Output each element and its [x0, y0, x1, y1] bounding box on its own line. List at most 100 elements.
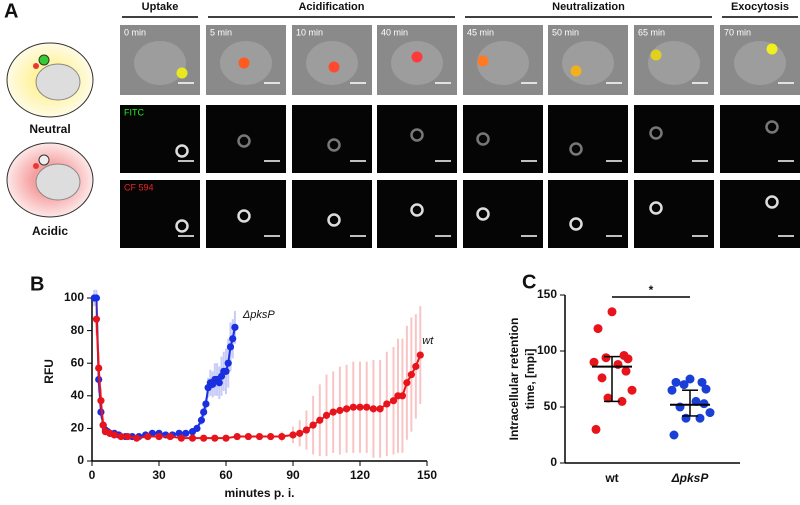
data-point [316, 416, 324, 424]
data-point [356, 403, 364, 411]
data-point [389, 397, 398, 405]
x-tick-label: 90 [286, 468, 300, 482]
conidium [765, 120, 779, 134]
data-point [296, 429, 304, 437]
state-label: Neutral [29, 122, 70, 136]
data-point [255, 432, 264, 441]
time-label: 65 min [638, 27, 665, 37]
conidium [410, 203, 424, 217]
data-point [617, 396, 627, 406]
data-point [591, 424, 601, 434]
data-point [224, 359, 232, 367]
data-point [699, 399, 709, 409]
data-point [329, 408, 337, 416]
data-point [182, 429, 190, 437]
data-point [322, 411, 331, 419]
data-point [133, 434, 141, 442]
y-tick-label: 0 [550, 455, 557, 469]
x-tick-label: 150 [417, 468, 437, 482]
phagosome [35, 63, 81, 101]
data-point [302, 426, 310, 434]
conidium [38, 54, 50, 66]
cell [734, 41, 786, 85]
time-label: 70 min [724, 27, 751, 37]
conidium [649, 201, 663, 215]
data-point [369, 405, 377, 413]
micrograph [720, 105, 800, 173]
data-point [627, 385, 637, 395]
micrograph [720, 180, 800, 248]
micrograph [463, 180, 543, 248]
data-point [244, 432, 252, 441]
data-point [233, 432, 241, 441]
data-point [211, 434, 219, 442]
micrograph [206, 180, 286, 248]
panel-label: C [522, 271, 536, 293]
conidium [327, 213, 341, 227]
conidium [238, 57, 250, 69]
micrograph [634, 105, 714, 173]
conidium [176, 67, 188, 79]
data-point [124, 432, 132, 441]
data-point [144, 432, 152, 441]
data-point [309, 421, 317, 429]
data-point [679, 380, 689, 390]
conidium [649, 126, 663, 140]
conidium [477, 55, 489, 67]
data-point [669, 430, 679, 440]
data-point [701, 384, 711, 394]
conidium [38, 154, 50, 166]
stage-label: Acidification [298, 1, 364, 13]
y-tick-label: 100 [64, 290, 84, 304]
conidium [569, 142, 583, 156]
y-axis-label: time, [mpi] [523, 349, 537, 410]
data-point [222, 367, 230, 375]
panel-label: A [4, 0, 18, 22]
series-label: wt [422, 335, 434, 347]
micrograph [634, 180, 714, 248]
data-point [117, 432, 125, 441]
micrograph [377, 105, 457, 173]
significance-label: * [649, 283, 654, 297]
data-point [215, 379, 223, 387]
conidium [476, 132, 490, 146]
data-point [188, 434, 197, 442]
data-point [166, 432, 174, 441]
y-tick-label: 80 [71, 323, 85, 337]
x-tick-label: 30 [152, 468, 166, 482]
data-point [197, 416, 206, 424]
series-line [94, 297, 236, 438]
conidium [175, 144, 189, 158]
conidium [570, 65, 582, 77]
y-axis-label: RFU [42, 359, 56, 384]
series-label: ΔpksP [242, 309, 275, 321]
micrograph [377, 180, 457, 248]
data-point [685, 374, 695, 384]
data-point [621, 366, 631, 376]
conidium [765, 195, 779, 209]
x-tick-label: 120 [350, 468, 370, 482]
data-point [226, 343, 235, 351]
stage-label: Uptake [142, 1, 179, 13]
channel-label: FITC [124, 107, 144, 117]
data-point [155, 432, 163, 441]
data-point [398, 392, 407, 400]
cell-diagrams [6, 42, 94, 218]
conidium [175, 219, 189, 233]
data-point [697, 377, 707, 387]
cell [134, 41, 186, 85]
stage-label: Exocytosis [731, 1, 789, 13]
data-point [383, 400, 391, 408]
data-point [177, 434, 185, 442]
x-tick-label: ΔpksP [671, 471, 710, 485]
conidium [237, 134, 251, 148]
data-point [601, 353, 611, 363]
micrograph [206, 105, 286, 173]
micrograph [463, 105, 543, 173]
phagosome [35, 163, 81, 201]
conidium [237, 209, 251, 223]
y-tick-label: 0 [77, 453, 84, 467]
time-label: 50 min [552, 27, 579, 37]
cell [477, 41, 529, 85]
data-point [403, 379, 411, 387]
